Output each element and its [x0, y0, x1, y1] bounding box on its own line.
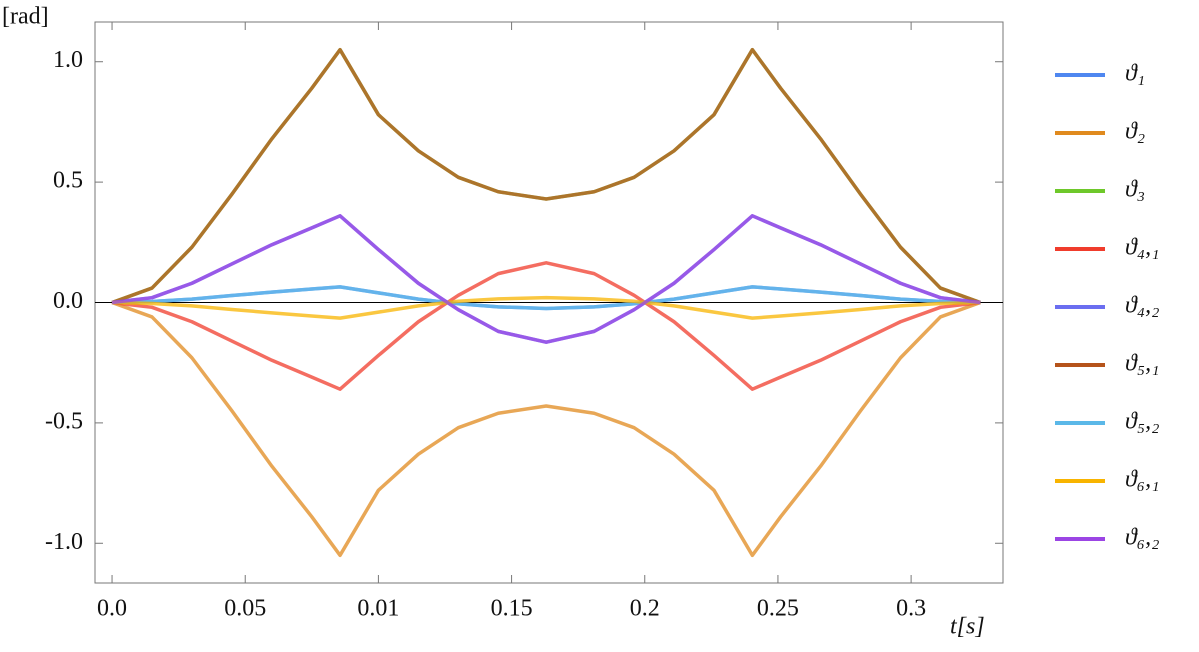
y-tick-label: -0.5 — [45, 408, 83, 434]
x-tick-label: 0.05 — [224, 596, 266, 622]
y-tick-label: 0.5 — [53, 168, 83, 194]
series-line — [112, 285, 981, 311]
x-tick-label: 0.0 — [97, 596, 127, 622]
legend-label: ϑ₁ — [1125, 61, 1145, 87]
y-axis-label: [rad] — [2, 4, 49, 30]
y-tick-label: 0.0 — [53, 288, 83, 314]
series-line — [111, 47, 981, 305]
x-tick-label: 0.15 — [491, 596, 533, 622]
series-line — [111, 261, 981, 391]
y-tick-label: -1.0 — [45, 529, 83, 555]
legend-label: ϑ₄,₂ — [1125, 293, 1159, 319]
x-tick-label: 0.2 — [630, 596, 660, 622]
x-tick-label: 0.25 — [757, 596, 799, 622]
series-line — [111, 47, 981, 305]
series-line — [111, 214, 981, 344]
legend-label: ϑ₅,₁ — [1125, 351, 1159, 377]
y-tick-label: 1.0 — [53, 47, 83, 73]
legend-label: ϑ₂ — [1125, 119, 1145, 145]
series-line — [112, 295, 981, 320]
legend-label: ϑ₄,₁ — [1125, 235, 1159, 261]
series-line — [111, 300, 981, 558]
x-axis-label: t[s] — [950, 614, 985, 640]
legend-label: ϑ₃ — [1125, 177, 1145, 203]
x-tick-label: 0.3 — [896, 596, 926, 622]
x-tick-label: 0.01 — [357, 596, 399, 622]
series-line — [111, 214, 981, 344]
legend-label: ϑ₅,₂ — [1125, 409, 1159, 435]
legend-label: ϑ₆,₁ — [1125, 467, 1159, 493]
legend-label: ϑ₆,₂ — [1125, 525, 1159, 551]
